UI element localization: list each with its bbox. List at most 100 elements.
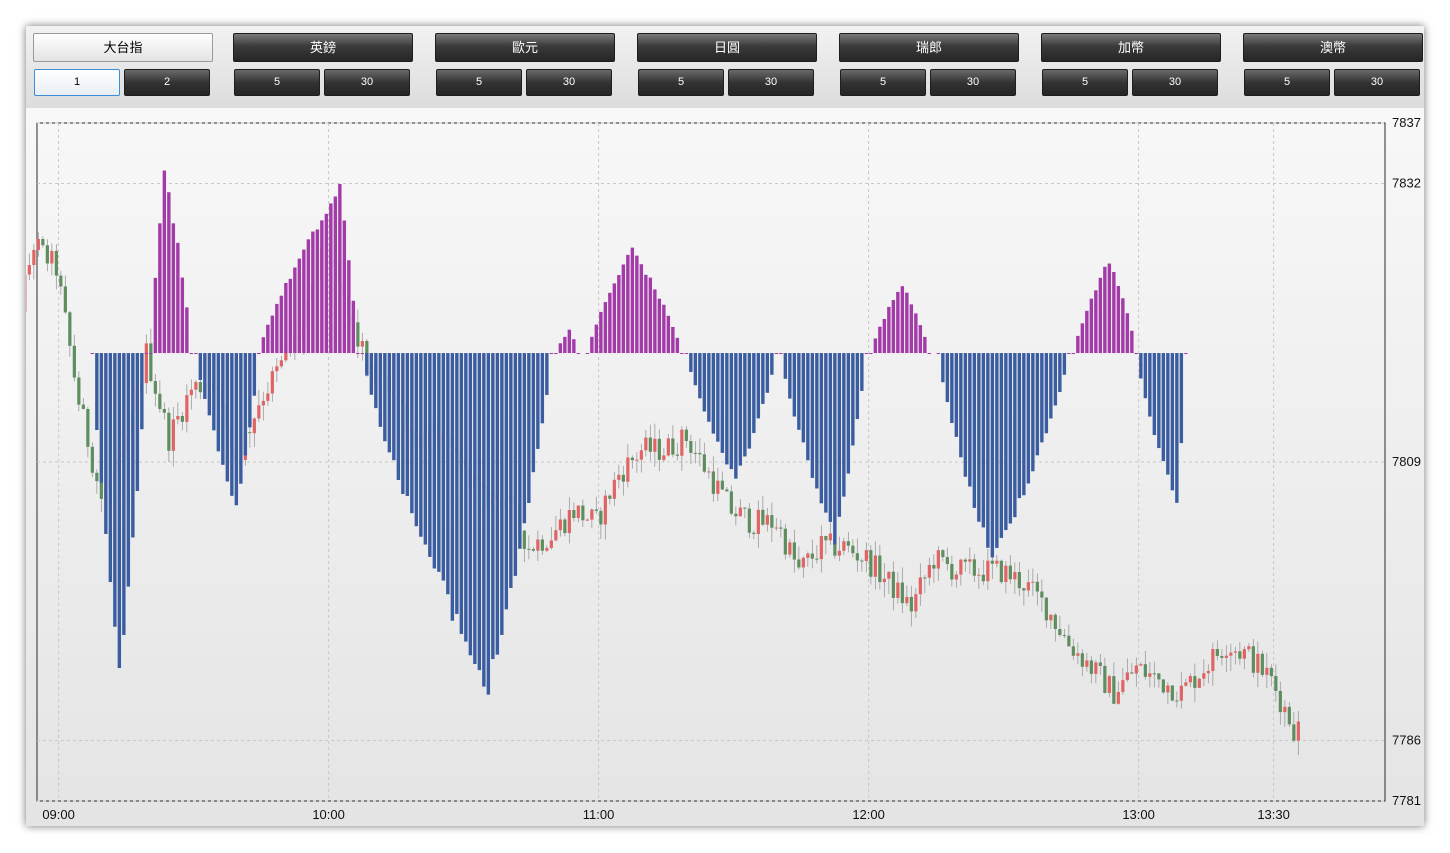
instrument-group: 英鎊 5 30 [233, 33, 413, 99]
instrument-button[interactable]: 歐元 [435, 33, 615, 62]
candle [860, 558, 864, 572]
candle [630, 455, 634, 469]
candle [770, 502, 774, 543]
candle [41, 236, 45, 248]
candle [72, 334, 76, 382]
candle [905, 585, 909, 607]
candle [621, 465, 625, 496]
candle [959, 558, 963, 586]
candle [50, 243, 54, 276]
candle [810, 539, 814, 569]
instrument-button[interactable]: 瑞郎 [839, 33, 1019, 62]
histogram-bar [297, 258, 302, 354]
histogram-bar [468, 353, 473, 656]
histogram-bar [738, 353, 743, 466]
histogram-bar [936, 353, 941, 355]
candle [1296, 711, 1300, 756]
histogram-bar [1017, 353, 1022, 499]
candle [1085, 652, 1089, 672]
candle [693, 441, 697, 464]
instrument-button[interactable]: 加幣 [1041, 33, 1221, 62]
candle [1179, 672, 1183, 709]
candle [531, 546, 535, 552]
histogram-bar [95, 353, 99, 431]
interval-button[interactable]: 30 [930, 69, 1016, 96]
histogram-bar [1152, 353, 1157, 436]
histogram-bar [315, 229, 320, 354]
candle [977, 568, 981, 589]
interval-button[interactable]: 5 [436, 69, 522, 96]
histogram-bar [824, 353, 828, 513]
candle [887, 571, 891, 594]
interval-button[interactable]: 5 [840, 69, 926, 96]
interval-button[interactable]: 30 [324, 69, 410, 96]
histogram-bar [1112, 271, 1116, 354]
candle [1112, 662, 1116, 704]
histogram-bar [117, 353, 122, 669]
histogram-bar [284, 282, 288, 354]
candle [1031, 568, 1035, 596]
histogram-bar [288, 278, 293, 354]
interval-button[interactable]: 5 [1042, 69, 1128, 96]
interval-button[interactable]: 30 [526, 69, 612, 96]
candle [1229, 643, 1233, 672]
histogram-bar [450, 353, 455, 621]
histogram-bar [459, 353, 464, 634]
histogram-bar [590, 336, 594, 354]
histogram-bar [207, 353, 212, 416]
interval-button[interactable]: 5 [638, 69, 724, 96]
instrument-button[interactable]: 日圓 [637, 33, 817, 62]
candle [1206, 664, 1210, 684]
x-tick-label: 10:00 [312, 807, 345, 822]
histogram-bar [918, 325, 923, 354]
histogram-bar [1053, 353, 1058, 406]
histogram-bar [846, 353, 851, 474]
histogram-bar [752, 353, 756, 433]
histogram-bar [567, 329, 572, 354]
candle [1058, 615, 1062, 637]
candle [837, 536, 841, 562]
candle [698, 438, 702, 467]
candle [1152, 661, 1156, 688]
candle [360, 332, 364, 361]
candle [1166, 682, 1170, 704]
histogram-bar [882, 319, 887, 354]
interval-button[interactable]: 30 [1132, 69, 1218, 96]
histogram-bar [774, 353, 779, 355]
interval-button[interactable]: 30 [1334, 69, 1420, 96]
histogram-bar [1107, 263, 1112, 354]
candle [716, 467, 720, 502]
instrument-button[interactable]: 澳幣 [1243, 33, 1423, 62]
histogram-bar [356, 353, 360, 355]
instrument-button[interactable]: 大台指 [33, 33, 213, 62]
histogram-bar [554, 353, 558, 355]
interval-button[interactable]: 2 [124, 69, 210, 96]
histogram-bar [995, 353, 999, 548]
histogram-bar [770, 353, 774, 375]
histogram-bar [747, 353, 752, 449]
histogram-bar [653, 289, 657, 354]
candle [756, 500, 760, 548]
candle [63, 275, 67, 315]
interval-button[interactable]: 1 [34, 69, 120, 96]
histogram-bar [860, 353, 864, 391]
candle [1053, 612, 1057, 642]
histogram-bar [716, 353, 720, 442]
histogram-bar [959, 353, 963, 458]
candle [869, 545, 873, 585]
histogram-bar [500, 353, 504, 635]
histogram-bar [1022, 353, 1026, 496]
histogram-bar [1058, 353, 1062, 392]
histogram-bar [275, 303, 279, 354]
histogram-bar [180, 277, 185, 354]
histogram-bar [761, 353, 765, 404]
histogram-bar [891, 300, 896, 354]
histogram-bar [230, 353, 234, 496]
candle [1161, 679, 1165, 695]
interval-button[interactable]: 5 [1244, 69, 1330, 96]
interval-button[interactable]: 30 [728, 69, 814, 96]
y-tick-label: 7809 [1392, 454, 1421, 469]
histogram-bar [1175, 353, 1179, 503]
instrument-button[interactable]: 英鎊 [233, 33, 413, 62]
interval-button[interactable]: 5 [234, 69, 320, 96]
